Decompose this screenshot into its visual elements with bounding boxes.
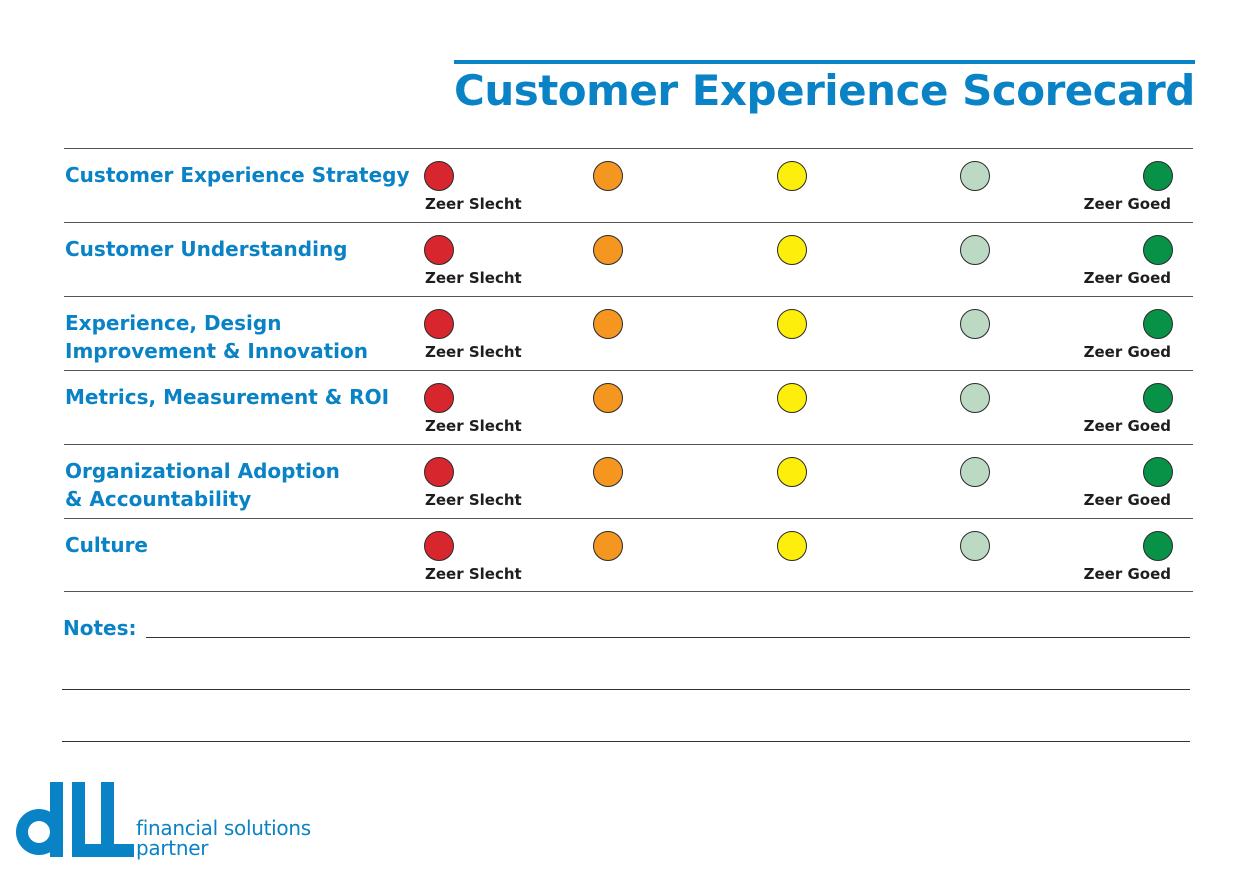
scale-high-label: Zeer Goed (1083, 269, 1171, 287)
row-label: Organizational Adoption & Accountability (65, 459, 340, 511)
rating-dot-neutral[interactable] (777, 309, 807, 339)
scale-high-label: Zeer Goed (1083, 491, 1171, 509)
scorecard-rows: Customer Experience Strategy Zeer Slecht… (64, 148, 1193, 592)
notes-line[interactable] (62, 741, 1190, 742)
page-title: Customer Experience Scorecard (454, 66, 1195, 115)
rating-dot-neutral[interactable] (777, 161, 807, 191)
rating-dot-good[interactable] (960, 161, 990, 191)
row-label: Experience, Design Improvement & Innovat… (65, 311, 368, 363)
scorecard-row: Customer Experience Strategy Zeer Slecht… (64, 148, 1193, 222)
rating-dot-very-good[interactable] (1143, 531, 1173, 561)
scale-low-label: Zeer Slecht (425, 343, 522, 361)
brand-tagline-line2: partner (136, 836, 209, 860)
title-rule (454, 60, 1195, 64)
scorecard-row: Organizational Adoption & Accountability… (64, 444, 1193, 518)
rating-dot-good[interactable] (960, 235, 990, 265)
brand-tagline-line1: financial solutions (136, 816, 311, 840)
scorecard-row: Culture Zeer Slecht Zeer Goed (64, 518, 1193, 592)
scale-high-label: Zeer Goed (1083, 417, 1171, 435)
rating-dot-very-bad[interactable] (424, 309, 454, 339)
rating-dot-very-bad[interactable] (424, 235, 454, 265)
rating-dot-bad[interactable] (593, 531, 623, 561)
row-label: Customer Understanding (65, 237, 348, 261)
scale-high-label: Zeer Goed (1083, 195, 1171, 213)
rating-dot-bad[interactable] (593, 457, 623, 487)
rating-dot-very-good[interactable] (1143, 235, 1173, 265)
notes-line[interactable] (146, 637, 1190, 638)
rating-dot-bad[interactable] (593, 161, 623, 191)
rating-dot-very-bad[interactable] (424, 161, 454, 191)
row-label: Metrics, Measurement & ROI (65, 385, 390, 409)
rating-dot-very-good[interactable] (1143, 457, 1173, 487)
scale-low-label: Zeer Slecht (425, 269, 522, 287)
rating-dot-very-good[interactable] (1143, 161, 1173, 191)
rating-dot-very-good[interactable] (1143, 309, 1173, 339)
rating-dot-neutral[interactable] (777, 383, 807, 413)
rating-dot-very-bad[interactable] (424, 383, 454, 413)
scorecard-row: Metrics, Measurement & ROI Zeer Slecht Z… (64, 370, 1193, 444)
rating-dot-neutral[interactable] (777, 531, 807, 561)
rating-dot-bad[interactable] (593, 309, 623, 339)
rating-dot-bad[interactable] (593, 235, 623, 265)
scale-low-label: Zeer Slecht (425, 417, 522, 435)
scale-high-label: Zeer Goed (1083, 565, 1171, 583)
notes-label: Notes: (63, 616, 137, 640)
rating-dot-very-bad[interactable] (424, 531, 454, 561)
scale-high-label: Zeer Goed (1083, 343, 1171, 361)
row-label: Customer Experience Strategy (65, 163, 410, 187)
dll-logo (16, 782, 134, 857)
rating-dot-neutral[interactable] (777, 457, 807, 487)
rating-dot-good[interactable] (960, 531, 990, 561)
scorecard-row: Experience, Design Improvement & Innovat… (64, 296, 1193, 370)
rating-dot-good[interactable] (960, 383, 990, 413)
notes-line[interactable] (62, 689, 1190, 690)
rating-dot-good[interactable] (960, 309, 990, 339)
row-label: Culture (65, 533, 148, 557)
rating-dot-very-bad[interactable] (424, 457, 454, 487)
rating-dot-neutral[interactable] (777, 235, 807, 265)
rating-dot-bad[interactable] (593, 383, 623, 413)
rating-dot-very-good[interactable] (1143, 383, 1173, 413)
scale-low-label: Zeer Slecht (425, 195, 522, 213)
brand-tagline: financial solutions partner (136, 818, 311, 858)
rating-dot-good[interactable] (960, 457, 990, 487)
scale-low-label: Zeer Slecht (425, 565, 522, 583)
scale-low-label: Zeer Slecht (425, 491, 522, 509)
scorecard-row: Customer Understanding Zeer Slecht Zeer … (64, 222, 1193, 296)
